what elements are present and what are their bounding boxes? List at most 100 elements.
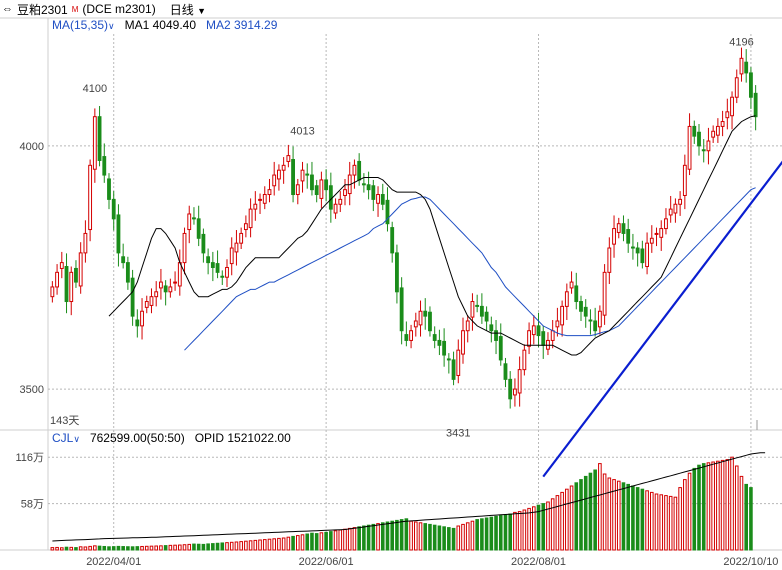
candle-body: [749, 72, 753, 98]
volume-bar: [626, 483, 630, 551]
candle: [597, 305, 602, 335]
volume-bar: [229, 541, 234, 551]
candle-body: [295, 184, 300, 196]
volume-bar: [64, 546, 69, 551]
candle-body: [645, 242, 649, 268]
candle: [404, 321, 409, 347]
candle-body: [286, 155, 291, 162]
candle-body: [168, 286, 173, 293]
volume-bar: [69, 546, 74, 551]
candle: [451, 351, 456, 386]
candle-body: [418, 310, 423, 326]
candle-body: [338, 198, 343, 205]
volume-bar: [451, 527, 456, 551]
candle: [380, 183, 385, 211]
candle-body: [654, 232, 659, 235]
volume-bar: [225, 542, 229, 551]
expand-icon[interactable]: ⇔: [2, 3, 13, 15]
candle-body: [489, 324, 494, 332]
volume-bar: [673, 496, 678, 551]
volume-bar: [296, 535, 300, 551]
volume-bar: [140, 545, 144, 551]
candle-body: [659, 228, 664, 238]
candle-body: [361, 183, 366, 186]
candle-body: [376, 194, 380, 204]
candle: [465, 315, 470, 343]
candle-body: [281, 164, 286, 171]
candle-body: [272, 174, 277, 187]
candle: [546, 332, 550, 356]
candle: [399, 277, 404, 345]
candle-body: [687, 125, 692, 170]
candle: [734, 69, 739, 104]
volume-bar: [324, 531, 328, 551]
candle: [243, 215, 248, 238]
candle: [272, 161, 277, 196]
volume-bar: [135, 546, 140, 551]
candle: [121, 243, 126, 269]
volume-bar: [739, 475, 744, 551]
candle: [744, 49, 749, 83]
grid: [0, 17, 782, 551]
candle: [281, 157, 286, 184]
volume-bar: [513, 511, 517, 551]
chevron-down-icon: ∨: [108, 21, 115, 31]
candle-body: [50, 286, 55, 298]
candle: [513, 378, 517, 407]
volume-bar: [418, 522, 423, 551]
ma2-line: [184, 187, 756, 351]
candle: [305, 163, 310, 189]
candle-body: [692, 125, 697, 137]
candle: [168, 278, 173, 298]
candle: [347, 161, 352, 206]
volume-bar: [399, 519, 404, 551]
candle: [59, 251, 64, 279]
volume-bar: [319, 532, 324, 551]
candle: [531, 315, 536, 345]
volume-bar: [461, 523, 465, 551]
volume-bar: [390, 520, 394, 551]
volume-indicator-selector[interactable]: CJL∨: [52, 431, 80, 445]
candle: [390, 221, 395, 263]
volume-bar: [371, 523, 376, 551]
candle: [248, 198, 253, 238]
trend-line: [542, 160, 782, 478]
volume-bar: [97, 545, 102, 551]
price-tick-label: 4000: [20, 141, 44, 153]
volume-bar: [178, 544, 182, 551]
candle-body: [536, 325, 541, 337]
candle-body: [612, 228, 616, 245]
candle-body: [201, 233, 206, 254]
candle-body: [569, 281, 574, 289]
candle: [664, 208, 668, 235]
volume-bar: [668, 495, 673, 551]
candle-body: [494, 330, 498, 341]
open-interest-line: [52, 452, 766, 542]
volume-bar: [404, 518, 409, 551]
candle: [291, 146, 295, 203]
volume-bar: [447, 527, 451, 551]
candle: [654, 227, 659, 247]
candle-body: [635, 247, 640, 254]
candle-body: [607, 247, 612, 273]
candle-body: [371, 185, 376, 200]
candle-body: [239, 232, 244, 244]
candle: [423, 298, 428, 330]
candle: [376, 186, 380, 217]
candle-body: [517, 369, 522, 394]
price-annotation: 4100: [83, 83, 107, 95]
chevron-down-icon: ∨: [73, 434, 80, 444]
candle-body: [428, 311, 432, 332]
candle-body: [262, 194, 267, 204]
period-selector[interactable]: 日线 ▼: [170, 1, 206, 18]
volume-bar: [201, 543, 206, 551]
volume-bar: [612, 479, 616, 551]
candle-body: [97, 116, 102, 161]
candle-body: [64, 266, 69, 303]
ma-indicator-selector[interactable]: MA(15,35)∨: [52, 18, 115, 32]
volume-bar: [560, 491, 564, 551]
volume-bar: [395, 519, 399, 551]
candle: [154, 281, 159, 307]
candle: [50, 281, 55, 303]
